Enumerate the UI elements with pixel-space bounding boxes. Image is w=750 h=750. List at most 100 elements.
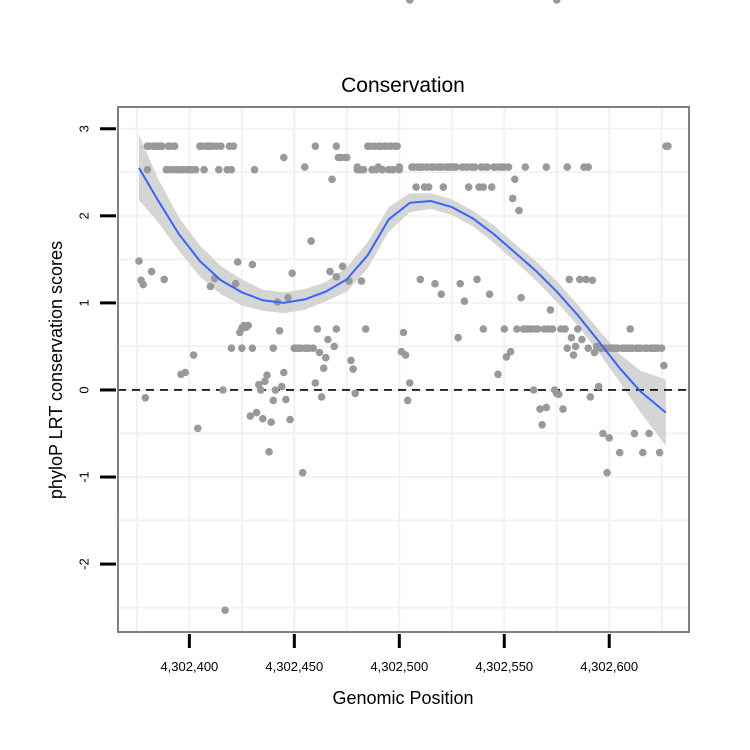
- data-point: [191, 165, 200, 174]
- data-point: [324, 335, 332, 344]
- data-point: [657, 344, 666, 353]
- data-point: [534, 325, 542, 333]
- data-point: [508, 194, 517, 203]
- y-axis-ticks: -2 -1 0 1 2 3: [77, 125, 116, 570]
- y-tick-label: 3: [77, 125, 92, 132]
- x-tick-label: 4,302,400: [160, 659, 218, 674]
- data-point: [332, 142, 341, 150]
- data-point: [552, 0, 561, 4]
- data-point: [275, 327, 284, 335]
- data-point: [576, 275, 584, 284]
- data-point: [147, 267, 156, 276]
- data-point: [215, 165, 223, 174]
- data-point: [343, 153, 351, 162]
- data-point: [332, 325, 341, 333]
- x-axis-label: Genomic Position: [332, 688, 473, 708]
- data-point: [605, 344, 613, 353]
- data-point: [267, 418, 276, 427]
- data-point: [561, 325, 569, 333]
- data-point: [494, 370, 502, 379]
- data-point: [135, 257, 143, 265]
- y-tick-label: -1: [77, 471, 92, 483]
- data-point: [437, 163, 446, 171]
- data-point: [563, 163, 571, 171]
- data-point: [311, 142, 320, 150]
- data-point: [416, 163, 425, 171]
- data-point: [374, 163, 383, 171]
- data-point: [567, 333, 576, 342]
- data-point: [252, 408, 261, 417]
- data-point: [170, 142, 179, 150]
- data-point: [454, 333, 462, 342]
- data-point: [194, 424, 202, 433]
- data-point: [307, 237, 315, 245]
- data-point: [347, 356, 355, 365]
- panel-border: [117, 106, 690, 633]
- data-point: [483, 163, 492, 171]
- data-point: [664, 142, 672, 150]
- data-point: [542, 403, 551, 412]
- data-point: [584, 344, 592, 353]
- data-point: [521, 163, 530, 171]
- data-point: [227, 344, 236, 353]
- data-point: [546, 306, 555, 314]
- data-point: [206, 282, 215, 291]
- data-point: [626, 325, 634, 333]
- data-point: [259, 414, 267, 423]
- data-point: [630, 429, 639, 438]
- data-point: [206, 142, 215, 150]
- data-point: [244, 321, 252, 330]
- data-point: [233, 258, 242, 266]
- data-point: [403, 396, 412, 405]
- data-point: [563, 344, 571, 353]
- data-point: [471, 163, 479, 171]
- data-point: [473, 275, 481, 284]
- data-point: [655, 448, 664, 457]
- data-point: [250, 165, 259, 174]
- data-point: [361, 325, 370, 333]
- data-point: [504, 163, 513, 171]
- data-point: [479, 183, 488, 191]
- loess-curve: [138, 167, 667, 414]
- data-point: [559, 405, 567, 413]
- data-point: [141, 394, 150, 402]
- data-point: [439, 183, 448, 191]
- data-point: [517, 293, 525, 302]
- data-point: [401, 351, 410, 359]
- data-point: [271, 386, 280, 394]
- data-point: [238, 344, 246, 353]
- y-axis-label: phyloP LRT conservation scores: [46, 241, 66, 499]
- x-tick-label: 4,302,550: [475, 659, 533, 674]
- data-point: [538, 421, 546, 429]
- data-point: [548, 325, 557, 333]
- data-point: [217, 142, 225, 150]
- data-point: [248, 260, 257, 269]
- data-point: [351, 389, 360, 398]
- data-point: [464, 183, 473, 191]
- data-point: [246, 412, 255, 420]
- data-point: [269, 396, 278, 405]
- data-point: [603, 468, 611, 477]
- data-point: [615, 448, 624, 457]
- data-point: [582, 275, 590, 284]
- data-point: [437, 290, 446, 299]
- data-point: [359, 165, 368, 174]
- data-point: [573, 325, 582, 333]
- data-point: [313, 325, 322, 333]
- data-point: [599, 429, 607, 438]
- data-point: [286, 415, 294, 424]
- y-tick-label: -2: [77, 558, 92, 570]
- y-tick-label: 2: [77, 212, 92, 219]
- data-point: [389, 165, 397, 174]
- data-point: [227, 165, 236, 174]
- data-point: [326, 267, 334, 276]
- data-point: [229, 142, 238, 150]
- y-tick-label: 1: [77, 299, 92, 306]
- confidence-band: [139, 134, 666, 446]
- data-point: [412, 183, 420, 191]
- data-point: [588, 276, 597, 285]
- data-point: [298, 468, 307, 477]
- data-point: [301, 163, 309, 171]
